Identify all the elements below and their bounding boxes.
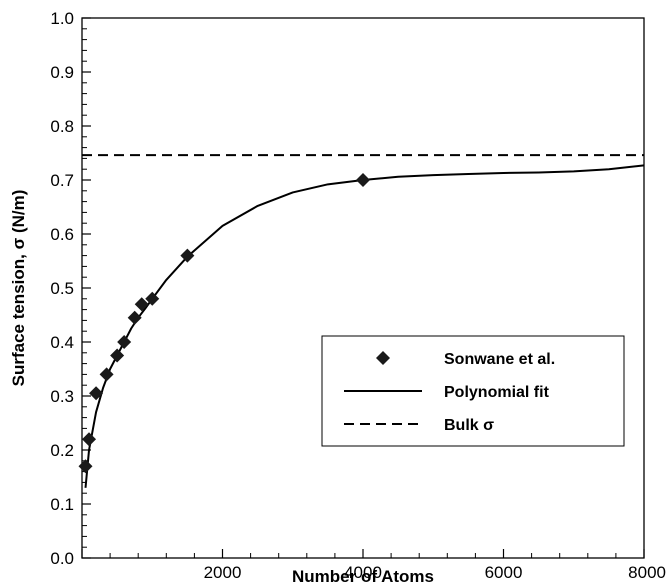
y-tick-label: 0.0 [50,549,74,568]
legend-label-sonwane: Sonwane et al. [444,351,555,368]
data-point-diamond [145,291,160,306]
legend-diamond-marker [376,351,390,365]
x-tick-label: 4000 [344,563,382,582]
plot-area [81,17,645,559]
data-point-diamond [89,386,104,401]
y-tick-label: 0.3 [50,387,74,406]
data-point-diamond [110,348,125,363]
data-point-diamond [82,432,97,447]
x-tick-label: 6000 [485,563,523,582]
y-tick-label: 0.4 [50,333,74,352]
legend: Sonwane et al. Polynomial fit Bulk σ [321,335,625,447]
data-point-diamond [180,248,195,263]
series-layer [78,154,645,488]
y-tick-label: 0.8 [50,117,74,136]
legend-label-polynomial-fit: Polynomial fit [444,384,550,401]
y-axis-title: Surface tension, σ (N/m) [9,190,28,387]
data-point-diamond [117,335,132,349]
y-tick-label: 1.0 [50,9,74,28]
x-tick-label: 2000 [204,563,242,582]
data-point-diamond [127,310,142,325]
x-tick-labels: 2000 4000 6000 8000 [204,563,666,582]
y-tick-label: 0.7 [50,171,74,190]
polynomial-fit-line [84,164,645,488]
y-tick-label: 0.5 [50,279,74,298]
y-tick-label: 0.6 [50,225,74,244]
data-point-diamond [78,459,93,474]
data-point-diamond [356,173,370,187]
y-tick-labels: 0.0 0.1 0.2 0.3 0.4 0.5 0.6 0.7 0.8 0.9 1.0 [50,9,74,568]
x-tick-label: 8000 [628,563,666,582]
legend-label-bulk-sigma: Bulk σ [444,417,494,434]
x-axis-title: Number of Atoms [292,567,434,586]
y-tick-label: 0.2 [50,441,74,460]
y-tick-label: 0.1 [50,495,74,514]
y-tick-label: 0.9 [50,63,74,82]
axis-ticks [81,17,645,559]
data-point-diamond [99,367,114,382]
data-point-diamond [134,297,149,312]
